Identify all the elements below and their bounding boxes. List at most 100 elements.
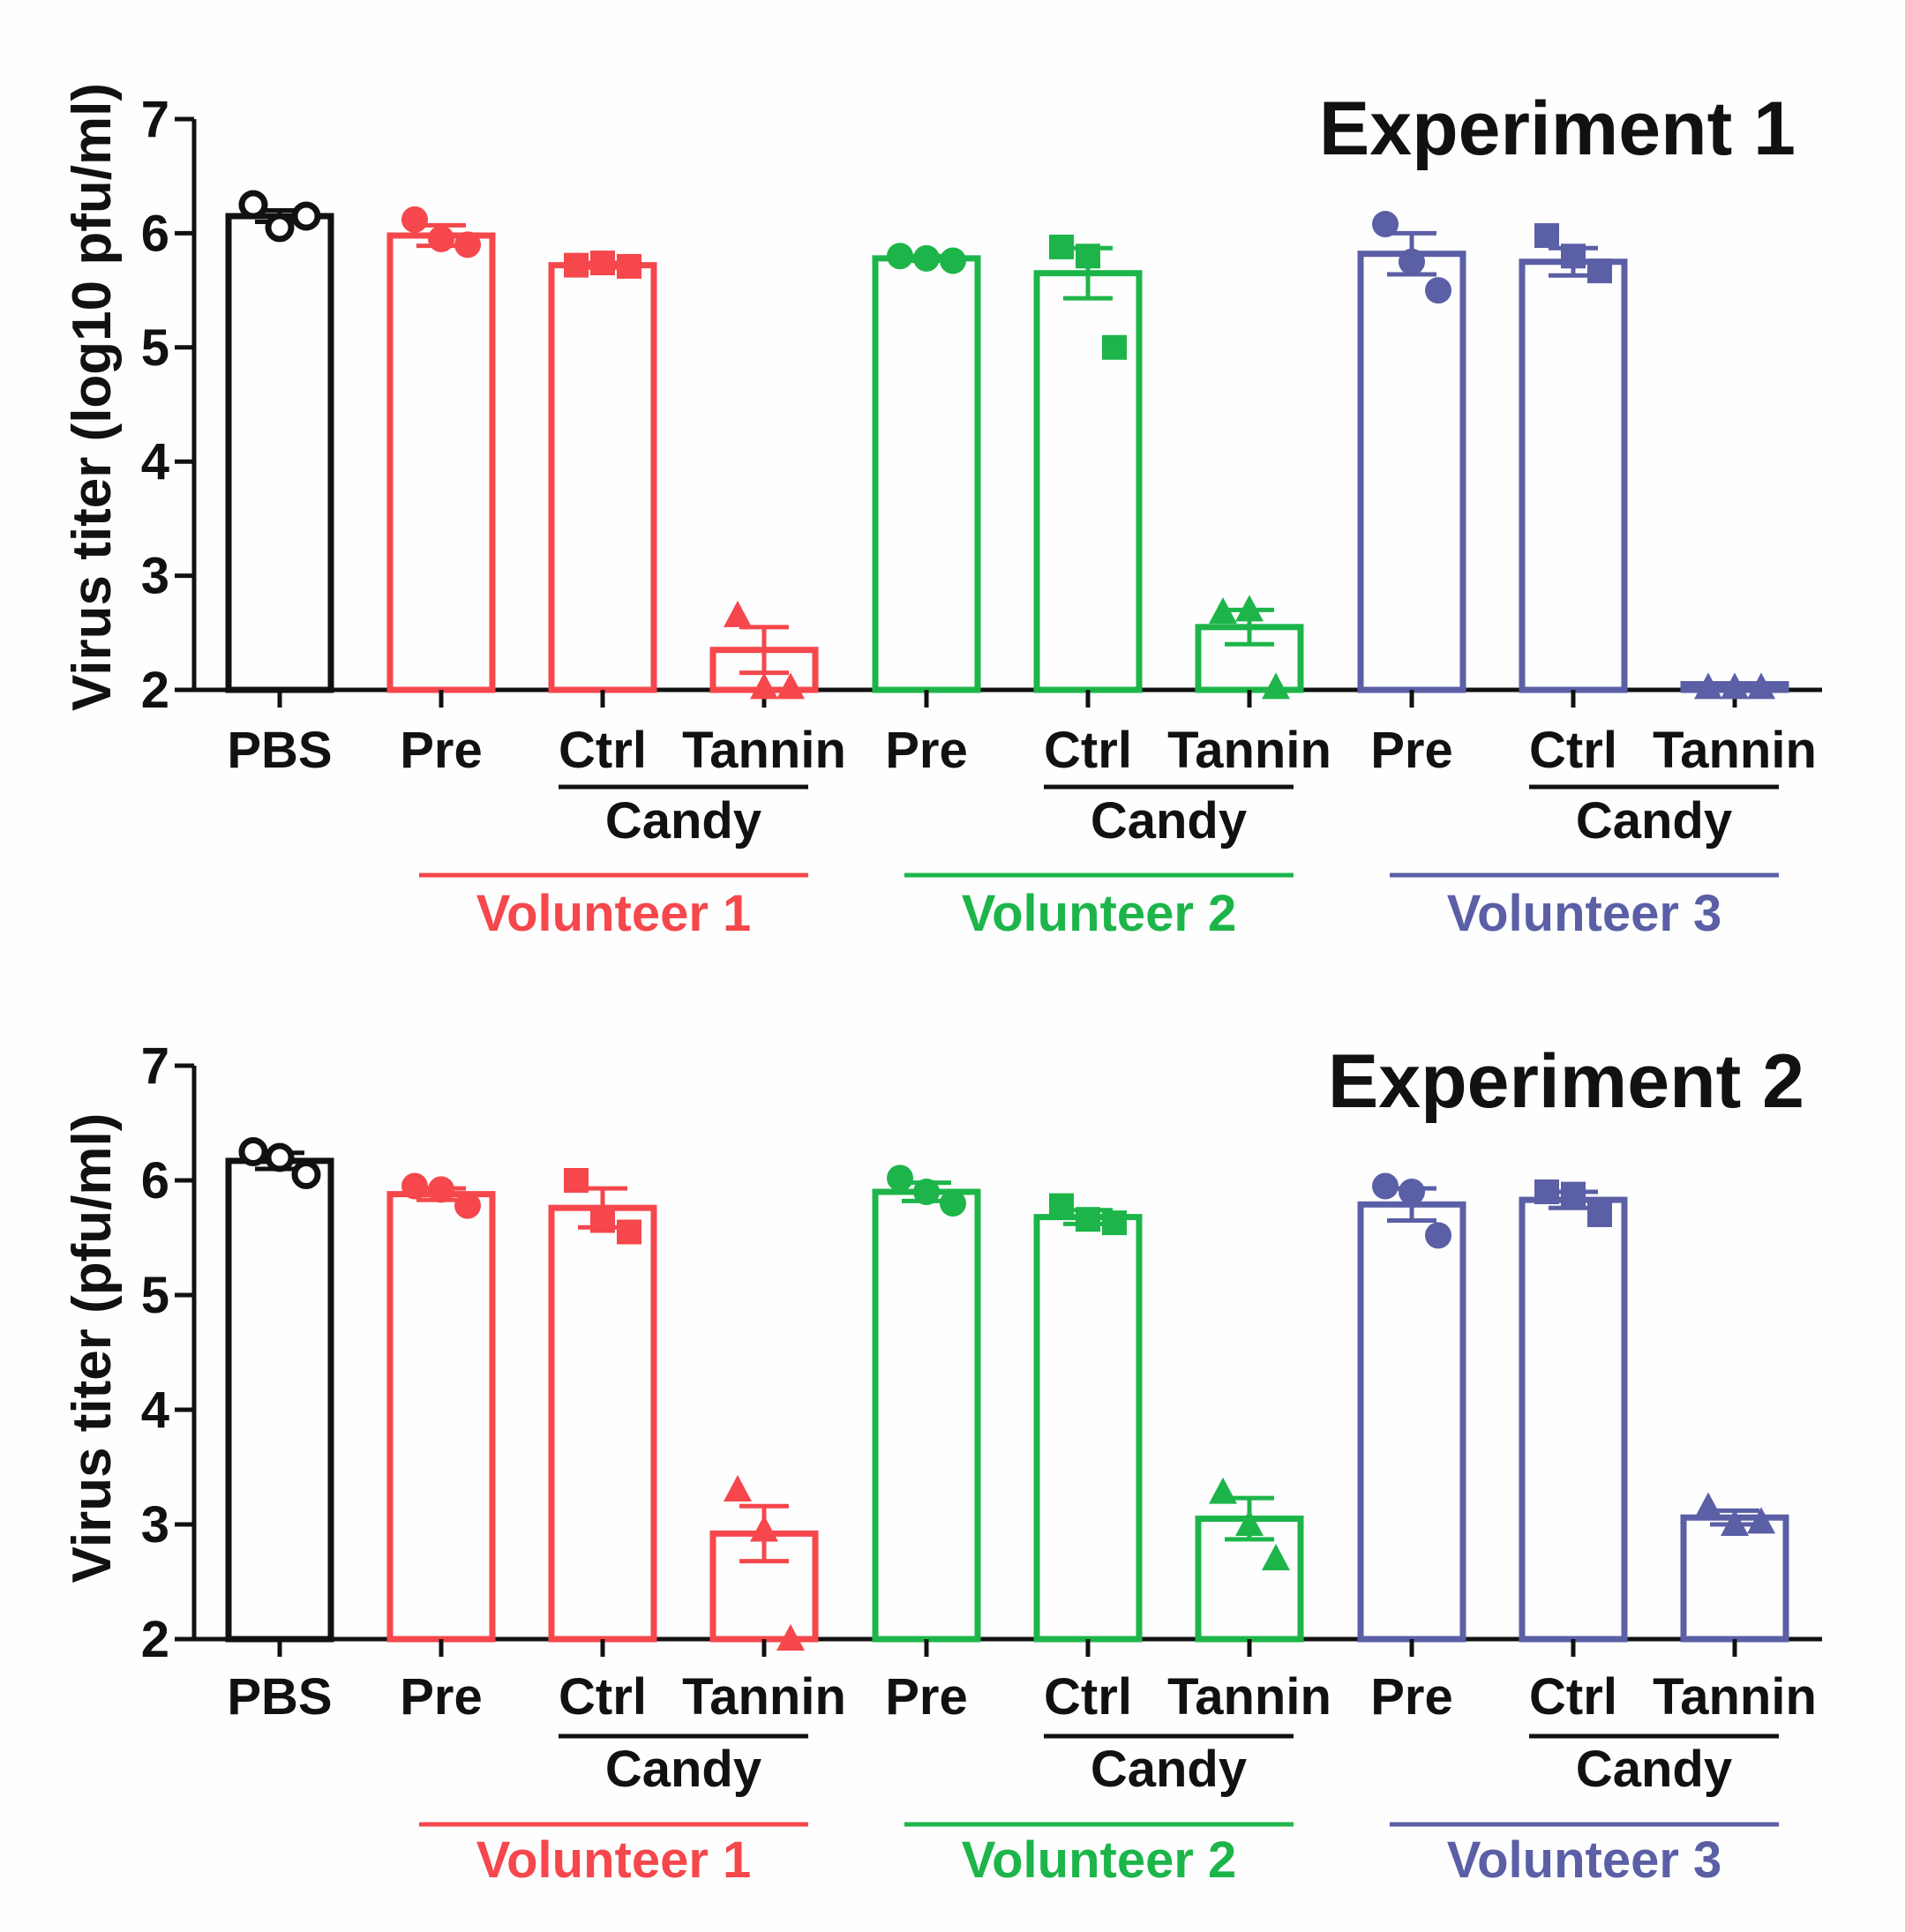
candy-label: Candy bbox=[1576, 792, 1732, 850]
data-point bbox=[1587, 1202, 1612, 1227]
bar bbox=[225, 213, 334, 693]
bar bbox=[548, 262, 657, 693]
data-point bbox=[887, 243, 913, 270]
data-point bbox=[1209, 1477, 1237, 1504]
y-tick-label: 6 bbox=[141, 1152, 169, 1209]
data-point bbox=[724, 1475, 752, 1501]
volunteer-label: Volunteer 3 bbox=[1447, 885, 1722, 942]
volunteer-label: Volunteer 2 bbox=[962, 1831, 1237, 1889]
y-tick-label: 7 bbox=[141, 91, 169, 148]
bar bbox=[1033, 1214, 1143, 1643]
data-point bbox=[401, 206, 428, 233]
data-point bbox=[590, 1208, 615, 1233]
y-tick-label: 5 bbox=[141, 319, 169, 377]
data-point bbox=[1372, 211, 1399, 238]
candy-label: Candy bbox=[1576, 1741, 1732, 1798]
volunteer-label: Volunteer 2 bbox=[962, 885, 1237, 942]
panel-experiment-2: Experiment 2 Virus titer (pfu/ml) 2 3 4 5 6 7… bbox=[62, 1037, 1822, 1889]
y-tick-label: 7 bbox=[141, 1037, 169, 1095]
data-point bbox=[617, 1219, 641, 1245]
data-point bbox=[1399, 248, 1425, 275]
data-point bbox=[564, 1168, 589, 1193]
data-point bbox=[913, 244, 940, 272]
candy-label: Candy bbox=[1091, 1741, 1247, 1798]
data-point bbox=[1721, 672, 1749, 700]
data-point bbox=[1747, 672, 1775, 700]
data-point bbox=[940, 1190, 966, 1217]
x-tick-label: Pre bbox=[885, 722, 968, 779]
data-point bbox=[724, 600, 752, 627]
data-point bbox=[1534, 222, 1559, 248]
data-point bbox=[291, 201, 321, 231]
data-point bbox=[1049, 1193, 1074, 1218]
data-point bbox=[1235, 1509, 1264, 1536]
x-tick-label: Ctrl bbox=[559, 722, 647, 779]
x-tick-label: Tannin bbox=[1167, 722, 1331, 779]
data-point bbox=[1694, 672, 1722, 700]
x-tick-label: Ctrl bbox=[1529, 1668, 1617, 1726]
x-tick-label: Tannin bbox=[1653, 1668, 1817, 1726]
x-tick-label: Pre bbox=[400, 722, 483, 779]
data-point bbox=[1721, 1509, 1749, 1536]
y-tick-label: 4 bbox=[141, 433, 169, 490]
x-tick-label: Pre bbox=[885, 1668, 968, 1726]
y-tick-label: 2 bbox=[141, 1611, 169, 1668]
data-point bbox=[428, 1176, 454, 1203]
x-tick-label: Ctrl bbox=[1044, 722, 1132, 779]
candy-label: Candy bbox=[1091, 792, 1247, 850]
data-point bbox=[265, 213, 295, 243]
data-point bbox=[1102, 334, 1127, 360]
data-point bbox=[776, 1624, 805, 1651]
data-point bbox=[1534, 1179, 1559, 1204]
bar bbox=[548, 1204, 657, 1643]
x-tick-label: PBS bbox=[227, 1668, 332, 1726]
data-point bbox=[590, 251, 615, 276]
x-tick-label: Ctrl bbox=[1529, 722, 1617, 779]
data-point bbox=[1076, 1207, 1100, 1232]
x-tick-label: Pre bbox=[400, 1668, 483, 1726]
candy-label: Candy bbox=[605, 1741, 761, 1798]
bar bbox=[225, 1157, 334, 1643]
data-point bbox=[750, 1515, 778, 1542]
bar bbox=[872, 1188, 981, 1643]
data-point bbox=[1425, 1222, 1451, 1249]
data-point bbox=[1747, 1507, 1775, 1534]
data-point bbox=[1102, 1210, 1127, 1236]
volunteer-label: Volunteer 3 bbox=[1447, 1831, 1722, 1889]
bar bbox=[1357, 1201, 1466, 1643]
bar bbox=[1357, 251, 1466, 693]
data-point bbox=[1209, 597, 1237, 625]
data-point bbox=[1262, 1544, 1290, 1570]
x-tick-label: PBS bbox=[227, 722, 332, 779]
y-tick-label: 4 bbox=[141, 1382, 169, 1439]
candy-label: Candy bbox=[605, 792, 761, 850]
bar bbox=[386, 1191, 496, 1643]
bar bbox=[1519, 258, 1628, 693]
volunteer-label: Volunteer 1 bbox=[476, 1831, 752, 1889]
data-point bbox=[1425, 277, 1451, 304]
data-point bbox=[401, 1172, 428, 1200]
x-tick-label: Tannin bbox=[682, 722, 846, 779]
data-point bbox=[1235, 595, 1264, 622]
data-point bbox=[238, 190, 268, 220]
data-point bbox=[940, 247, 966, 274]
x-tick-label: Ctrl bbox=[1044, 1668, 1132, 1726]
y-axis-label: Virus titer (log10 pfu/ml) bbox=[62, 83, 123, 711]
data-point bbox=[454, 1192, 481, 1219]
panel-experiment-1: Experiment 1 Virus titer (log10 pfu/ml) … bbox=[62, 83, 1822, 942]
bar bbox=[872, 255, 981, 693]
y-tick-label: 6 bbox=[141, 205, 169, 262]
data-point bbox=[564, 252, 589, 278]
data-point bbox=[617, 253, 641, 279]
data-point bbox=[1561, 243, 1586, 269]
x-tick-label: Pre bbox=[1370, 722, 1453, 779]
chart-title: Experiment 2 bbox=[1328, 1039, 1804, 1124]
data-point bbox=[265, 1142, 295, 1172]
bar bbox=[386, 232, 496, 693]
x-tick-label: Pre bbox=[1370, 1668, 1453, 1726]
data-point bbox=[1694, 1492, 1722, 1519]
data-point bbox=[887, 1164, 913, 1192]
chart-title: Experiment 1 bbox=[1319, 86, 1796, 171]
data-point bbox=[238, 1137, 268, 1166]
